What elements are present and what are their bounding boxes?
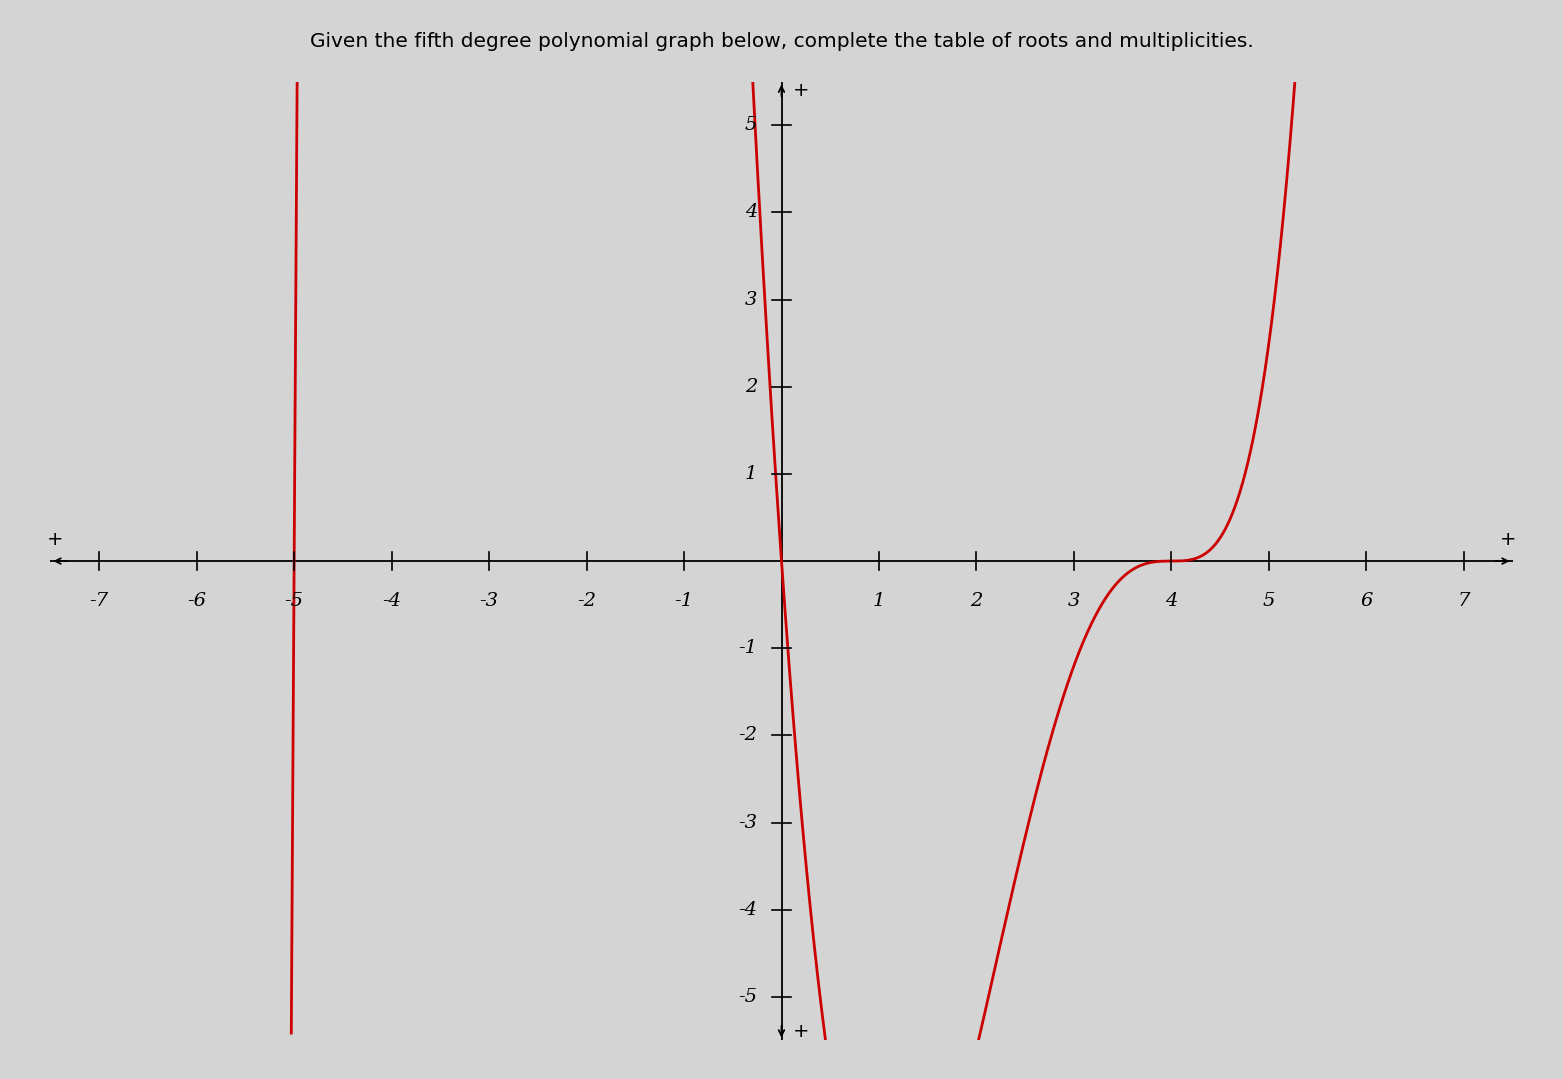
Text: -2: -2	[738, 726, 756, 745]
Text: Given the fifth degree polynomial graph below, complete the table of roots and m: Given the fifth degree polynomial graph …	[309, 32, 1254, 52]
Text: -3: -3	[480, 591, 499, 610]
Text: -1: -1	[738, 639, 756, 657]
Text: -5: -5	[738, 988, 756, 1006]
Text: 6: 6	[1360, 591, 1372, 610]
Text: -5: -5	[284, 591, 303, 610]
Text: +: +	[47, 530, 64, 549]
Text: +: +	[1499, 530, 1516, 549]
Text: -3: -3	[738, 814, 756, 832]
Text: 4: 4	[744, 204, 756, 221]
Text: -7: -7	[89, 591, 109, 610]
Text: -1: -1	[675, 591, 694, 610]
Text: 2: 2	[744, 378, 756, 396]
Text: +: +	[792, 81, 810, 100]
Text: 1: 1	[744, 465, 756, 483]
Text: 5: 5	[744, 117, 756, 134]
Text: -4: -4	[738, 901, 756, 918]
Text: 4: 4	[1164, 591, 1177, 610]
Text: 1: 1	[872, 591, 885, 610]
Text: -6: -6	[188, 591, 206, 610]
Text: 2: 2	[971, 591, 983, 610]
Text: 3: 3	[744, 290, 756, 309]
Text: 7: 7	[1458, 591, 1469, 610]
Text: -4: -4	[381, 591, 402, 610]
Text: -2: -2	[577, 591, 596, 610]
Text: +: +	[792, 1022, 810, 1041]
Text: 5: 5	[1263, 591, 1275, 610]
Text: 3: 3	[1068, 591, 1080, 610]
